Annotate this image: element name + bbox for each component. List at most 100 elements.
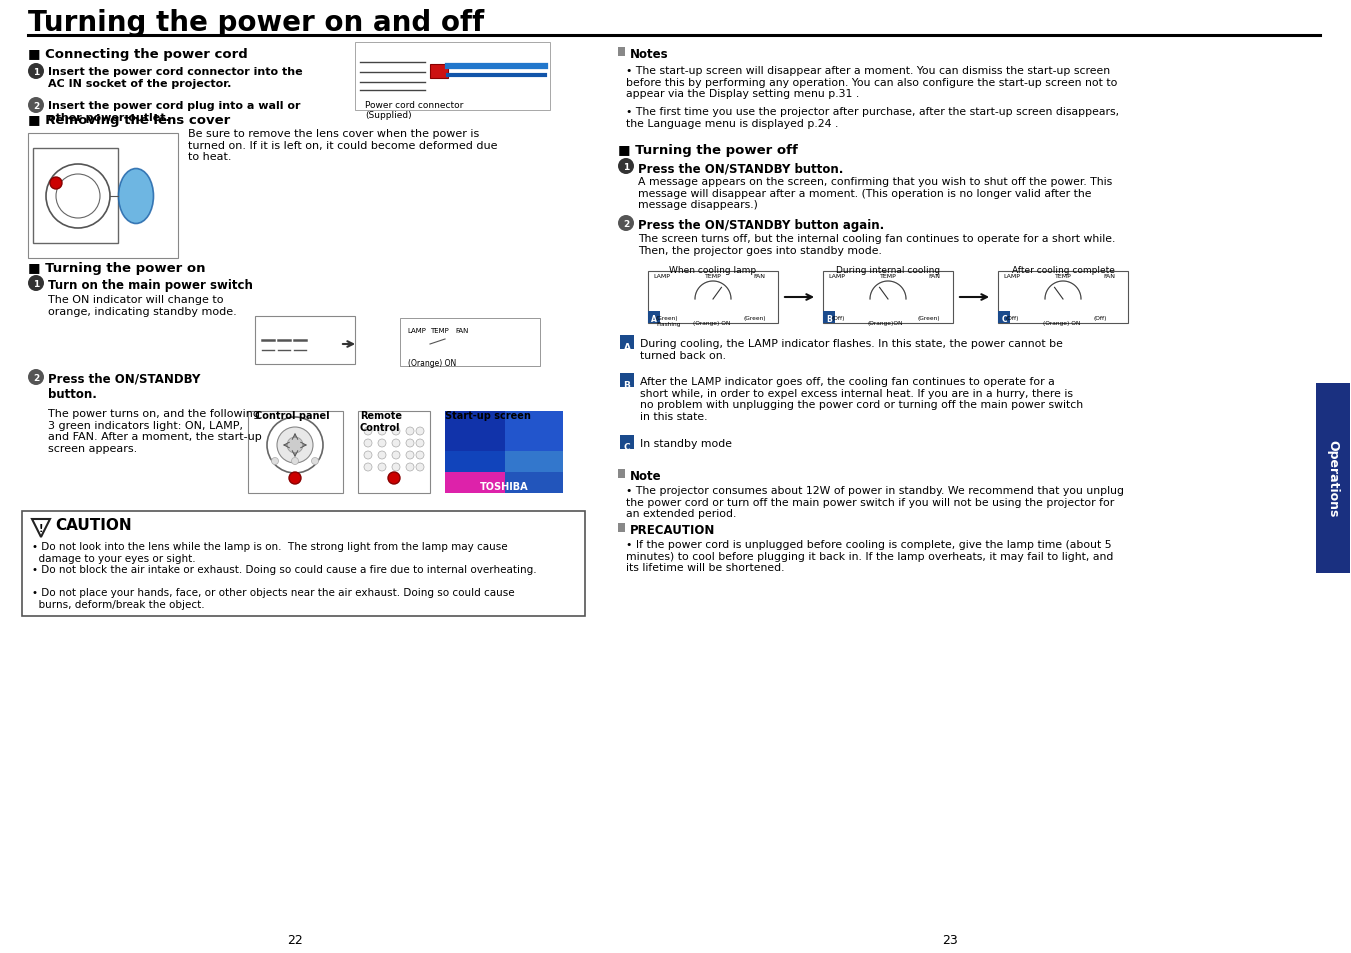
Bar: [505, 473, 563, 494]
Bar: [505, 452, 563, 473]
Text: 1: 1: [32, 68, 39, 77]
Circle shape: [50, 178, 62, 190]
Bar: [22, 512, 585, 617]
Text: 1: 1: [32, 280, 39, 289]
Circle shape: [392, 463, 400, 472]
Circle shape: [416, 428, 424, 436]
Polygon shape: [32, 519, 50, 537]
Bar: [255, 316, 355, 365]
Text: A message appears on the screen, confirming that you wish to shut off the power.: A message appears on the screen, confirm…: [638, 177, 1112, 210]
Text: FAN: FAN: [753, 274, 765, 278]
Text: B: B: [624, 380, 631, 390]
Text: The ON indicator will change to
orange, indicating standby mode.: The ON indicator will change to orange, …: [49, 294, 236, 316]
Text: (Orange) ON: (Orange) ON: [693, 320, 731, 326]
Circle shape: [289, 473, 301, 484]
Circle shape: [407, 463, 413, 472]
Text: Remote
Control: Remote Control: [359, 411, 403, 432]
Text: !: !: [39, 523, 43, 534]
Circle shape: [416, 452, 424, 459]
Bar: [620, 436, 634, 450]
Text: LAMP: LAMP: [1002, 274, 1020, 278]
Circle shape: [416, 463, 424, 472]
Bar: [620, 374, 634, 388]
Text: ■ Turning the power on: ■ Turning the power on: [28, 262, 205, 274]
Text: PRECAUTION: PRECAUTION: [630, 523, 716, 537]
Bar: [355, 43, 550, 111]
Text: (Green): (Green): [917, 315, 940, 320]
Text: Press the ON/STANDBY button.: Press the ON/STANDBY button.: [638, 162, 843, 174]
Circle shape: [292, 458, 299, 465]
Text: • Do not look into the lens while the lamp is on.  The strong light from the lam: • Do not look into the lens while the la…: [32, 541, 508, 563]
Text: During cooling, the LAMP indicator flashes. In this state, the power cannot be
t: During cooling, the LAMP indicator flash…: [640, 338, 1063, 360]
Text: Control panel: Control panel: [255, 411, 330, 420]
Text: Press the ON/STANDBY
button.: Press the ON/STANDBY button.: [49, 373, 200, 400]
Text: ■ Turning the power off: ■ Turning the power off: [617, 144, 798, 157]
Bar: [444, 473, 505, 494]
Text: The power turns on, and the following
3 green indicators light: ON, LAMP,
and FA: The power turns on, and the following 3 …: [49, 409, 262, 454]
Text: (Orange) ON: (Orange) ON: [1043, 320, 1081, 326]
Circle shape: [363, 439, 372, 448]
Circle shape: [378, 463, 386, 472]
Text: B: B: [825, 314, 832, 324]
Text: FAN: FAN: [928, 274, 940, 278]
Bar: [620, 335, 634, 350]
Bar: [249, 412, 343, 494]
Circle shape: [272, 458, 278, 465]
Bar: [444, 412, 505, 452]
Text: Press the ON/STANDBY button again.: Press the ON/STANDBY button again.: [638, 219, 885, 232]
Bar: [617, 48, 626, 57]
Circle shape: [363, 428, 372, 436]
Text: LAMP: LAMP: [828, 274, 844, 278]
Text: C: C: [1001, 314, 1006, 324]
Bar: [617, 523, 626, 533]
Text: FAN: FAN: [455, 328, 469, 334]
Bar: [823, 272, 952, 324]
Circle shape: [407, 439, 413, 448]
Circle shape: [277, 428, 313, 463]
Text: (Green)
Flashing: (Green) Flashing: [657, 315, 681, 327]
Text: Start-up screen: Start-up screen: [444, 411, 531, 420]
Circle shape: [363, 452, 372, 459]
Bar: [444, 452, 505, 473]
Text: FAN: FAN: [1102, 274, 1115, 278]
Circle shape: [617, 215, 634, 232]
Text: TEMP: TEMP: [430, 328, 449, 334]
Circle shape: [392, 439, 400, 448]
Circle shape: [407, 428, 413, 436]
Text: ■ Connecting the power cord: ■ Connecting the power cord: [28, 48, 247, 61]
Text: Insert the power cord plug into a wall or
other power outlet.: Insert the power cord plug into a wall o…: [49, 101, 300, 123]
Text: 2: 2: [623, 220, 630, 229]
Text: (Off): (Off): [1006, 315, 1020, 320]
Text: (Off): (Off): [831, 315, 844, 320]
Text: 2: 2: [32, 102, 39, 111]
Text: (Orange)ON: (Orange)ON: [867, 320, 904, 326]
Text: 1: 1: [623, 163, 630, 172]
Text: • The start-up screen will disappear after a moment. You can dismiss the start-u: • The start-up screen will disappear aft…: [626, 66, 1117, 99]
Ellipse shape: [119, 170, 154, 224]
Text: ■ Removing the lens cover: ■ Removing the lens cover: [28, 113, 230, 127]
Circle shape: [392, 428, 400, 436]
Text: • The projector consumes about 12W of power in standby. We recommend that you un: • The projector consumes about 12W of po…: [626, 485, 1124, 518]
Text: 2: 2: [32, 374, 39, 382]
Text: A: A: [651, 314, 657, 324]
Bar: [998, 272, 1128, 324]
Bar: [1316, 384, 1350, 574]
Circle shape: [312, 458, 319, 465]
Circle shape: [28, 370, 45, 386]
Bar: [823, 312, 835, 324]
Text: Note: Note: [630, 470, 662, 482]
Text: When cooling lamp: When cooling lamp: [670, 266, 757, 274]
Text: Notes: Notes: [630, 48, 669, 61]
Text: CAUTION: CAUTION: [55, 517, 131, 533]
Circle shape: [28, 64, 45, 80]
Circle shape: [28, 275, 45, 292]
Text: • Do not block the air intake or exhaust. Doing so could cause a fire due to int: • Do not block the air intake or exhaust…: [32, 564, 536, 575]
Text: • The first time you use the projector after purchase, after the start-up screen: • The first time you use the projector a…: [626, 107, 1119, 129]
Bar: [617, 470, 626, 478]
Text: TEMP: TEMP: [880, 274, 897, 278]
Text: Operations: Operations: [1327, 440, 1339, 517]
Text: Power cord connector
(Supplied): Power cord connector (Supplied): [365, 101, 463, 120]
Text: A: A: [624, 343, 631, 352]
Text: After cooling complete: After cooling complete: [1012, 266, 1115, 274]
Text: (Orange) ON: (Orange) ON: [408, 358, 457, 368]
